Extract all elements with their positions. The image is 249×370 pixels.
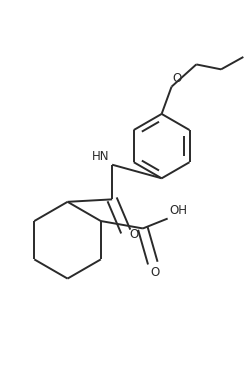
Text: O: O [173, 73, 182, 85]
Text: HN: HN [92, 151, 110, 164]
Text: O: O [129, 228, 139, 240]
Text: OH: OH [169, 204, 187, 217]
Text: O: O [151, 266, 160, 279]
